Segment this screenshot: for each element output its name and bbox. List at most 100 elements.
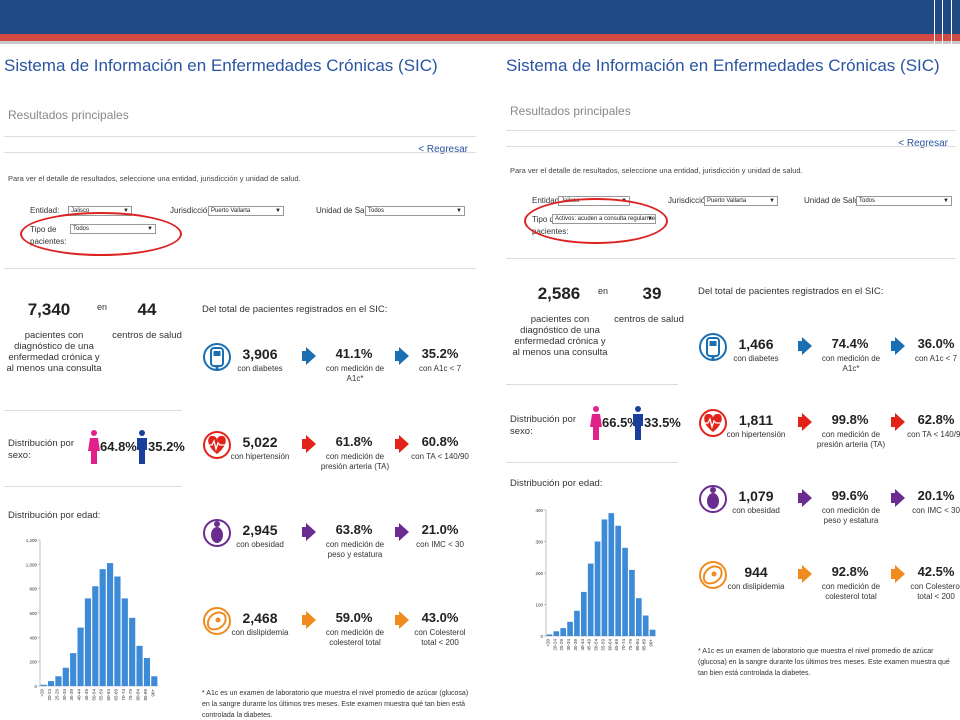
measurement-percent: 99.8% bbox=[831, 412, 869, 427]
x-tick-label: 80-84 bbox=[635, 639, 640, 651]
patients-count: 2,586 bbox=[537, 284, 581, 303]
histogram-bar bbox=[55, 676, 62, 686]
condition-count: 1,079 bbox=[738, 488, 774, 504]
dashboard-panel-left: Sistema de Información en Enfermedades C… bbox=[0, 46, 480, 720]
chevron-down-icon: ▼ bbox=[943, 198, 949, 204]
back-link[interactable]: < Regresar bbox=[418, 144, 468, 155]
heart-icon bbox=[699, 409, 727, 437]
unidad-label: Unidad de Salud: bbox=[316, 206, 378, 215]
divider bbox=[506, 258, 956, 259]
centers-count: 44 bbox=[137, 300, 157, 319]
histogram-bar bbox=[635, 598, 642, 636]
en-label: en bbox=[598, 286, 609, 296]
divider bbox=[506, 462, 678, 463]
condition-label: con hipertensión bbox=[726, 430, 786, 439]
jurisdiccion-select[interactable]: Puerto Vallarta ▼ bbox=[704, 196, 778, 206]
sex-distribution-title: Distribución por sexo: bbox=[510, 414, 576, 437]
histogram-bar bbox=[649, 629, 656, 636]
x-tick-label: 75-79 bbox=[628, 639, 633, 651]
entidad-value: Jalisco bbox=[71, 208, 90, 214]
x-tick-label: 45-49 bbox=[587, 639, 592, 651]
divider bbox=[4, 136, 476, 137]
female-icon bbox=[88, 430, 100, 464]
histogram-bar bbox=[62, 667, 69, 686]
divider bbox=[506, 130, 956, 131]
x-tick-label: 55-59 bbox=[600, 639, 605, 651]
highlight-circle bbox=[524, 198, 668, 244]
flow-arrow bbox=[302, 527, 306, 537]
x-tick-label: 90+ bbox=[150, 689, 155, 697]
chevron-down-icon: ▼ bbox=[456, 208, 462, 214]
x-tick-label: 65-69 bbox=[614, 639, 619, 651]
back-link[interactable]: < Regresar bbox=[898, 138, 948, 149]
measurement-label: con medición de colesterol total bbox=[821, 582, 881, 601]
condition-label: con diabetes bbox=[237, 364, 283, 373]
control-percent: 35.2% bbox=[421, 346, 459, 361]
histogram-bar bbox=[601, 519, 608, 636]
control-label: con Colesterol total < 200 bbox=[414, 628, 466, 647]
y-tick-label: 200 bbox=[535, 571, 543, 576]
condition-count: 1,811 bbox=[738, 412, 774, 428]
entidad-label: Entidad: bbox=[532, 196, 562, 205]
arrow-right-icon bbox=[306, 523, 316, 541]
flow-arrow bbox=[395, 439, 399, 449]
x-tick-label: 45-49 bbox=[84, 689, 89, 701]
x-tick-label: <20 bbox=[545, 639, 550, 647]
histogram-bar bbox=[629, 569, 635, 636]
flow-arrow bbox=[302, 615, 306, 625]
measurement-label: con medición de presión arteria (TA) bbox=[320, 452, 390, 471]
histogram-bar bbox=[99, 569, 106, 686]
flow-arrow bbox=[302, 351, 306, 361]
control-label: con IMC < 30 bbox=[912, 506, 960, 515]
jurisdiccion-value: Puerto Vallarta bbox=[211, 208, 251, 214]
histogram-bar bbox=[151, 676, 158, 686]
histogram-bar bbox=[143, 658, 151, 686]
jurisdiccion-select[interactable]: Puerto Vallarta ▼ bbox=[208, 206, 284, 216]
arrow-right-icon bbox=[306, 347, 316, 365]
unidad-select[interactable]: Todos ▼ bbox=[365, 206, 465, 216]
x-tick-label: 65-69 bbox=[113, 689, 118, 701]
x-tick-label: 85-89 bbox=[143, 689, 148, 701]
histogram-bar bbox=[84, 598, 92, 686]
female-percent: 66.5% bbox=[602, 415, 639, 430]
histogram-bar bbox=[114, 576, 121, 686]
histogram-bar bbox=[560, 628, 567, 636]
glucometer-icon bbox=[203, 343, 231, 371]
histogram-bar bbox=[615, 525, 622, 636]
arrow-right-icon bbox=[306, 435, 316, 453]
x-tick-label: 40-44 bbox=[580, 639, 585, 651]
x-tick-label: 30-34 bbox=[566, 639, 571, 651]
control-percent: 62.8% bbox=[917, 412, 955, 427]
arrow-right-icon bbox=[306, 611, 316, 629]
x-tick-label: 90+ bbox=[649, 639, 654, 647]
centers-description: centros de salud bbox=[614, 314, 684, 325]
flow-arrow bbox=[798, 341, 802, 351]
flow-arrow bbox=[302, 439, 306, 449]
male-percent: 35.2% bbox=[148, 439, 185, 454]
condition-label: con obesidad bbox=[732, 506, 780, 515]
control-percent: 60.8% bbox=[421, 434, 459, 449]
x-tick-label: 50-54 bbox=[91, 689, 96, 701]
jurisdiccion-label: Jurisdicción: bbox=[668, 196, 713, 205]
measurement-label: con medición de presión arteria (TA) bbox=[816, 430, 886, 449]
age-histogram: 0 200 400 600 800 1,000 1,200 <20 20-24 25-29 30-3… bbox=[26, 538, 158, 701]
histogram-bar bbox=[587, 563, 594, 636]
flow-arrow bbox=[395, 615, 399, 625]
flow-arrow bbox=[891, 341, 895, 351]
registered-total-title: Del total de pacientes registrados en el… bbox=[698, 286, 884, 297]
arrow-right-icon bbox=[895, 337, 905, 355]
centers-description: centros de salud bbox=[112, 330, 182, 341]
condition-label: con diabetes bbox=[733, 354, 779, 363]
measurement-label: con medición de A1c* bbox=[821, 354, 881, 373]
decorative-lines bbox=[934, 0, 952, 46]
x-tick-label: 20-24 bbox=[552, 639, 557, 651]
patients-description: pacientes con diagnóstico de una enferme… bbox=[512, 314, 608, 358]
unidad-value: Todos bbox=[859, 198, 876, 204]
arrow-right-icon bbox=[399, 611, 409, 629]
unidad-select[interactable]: Todos ▼ bbox=[856, 196, 952, 206]
control-label: con IMC < 30 bbox=[416, 540, 464, 549]
x-tick-label: 50-54 bbox=[594, 639, 599, 651]
en-label: en bbox=[97, 302, 108, 312]
condition-count: 5,022 bbox=[242, 434, 278, 450]
meat-icon bbox=[203, 607, 231, 635]
